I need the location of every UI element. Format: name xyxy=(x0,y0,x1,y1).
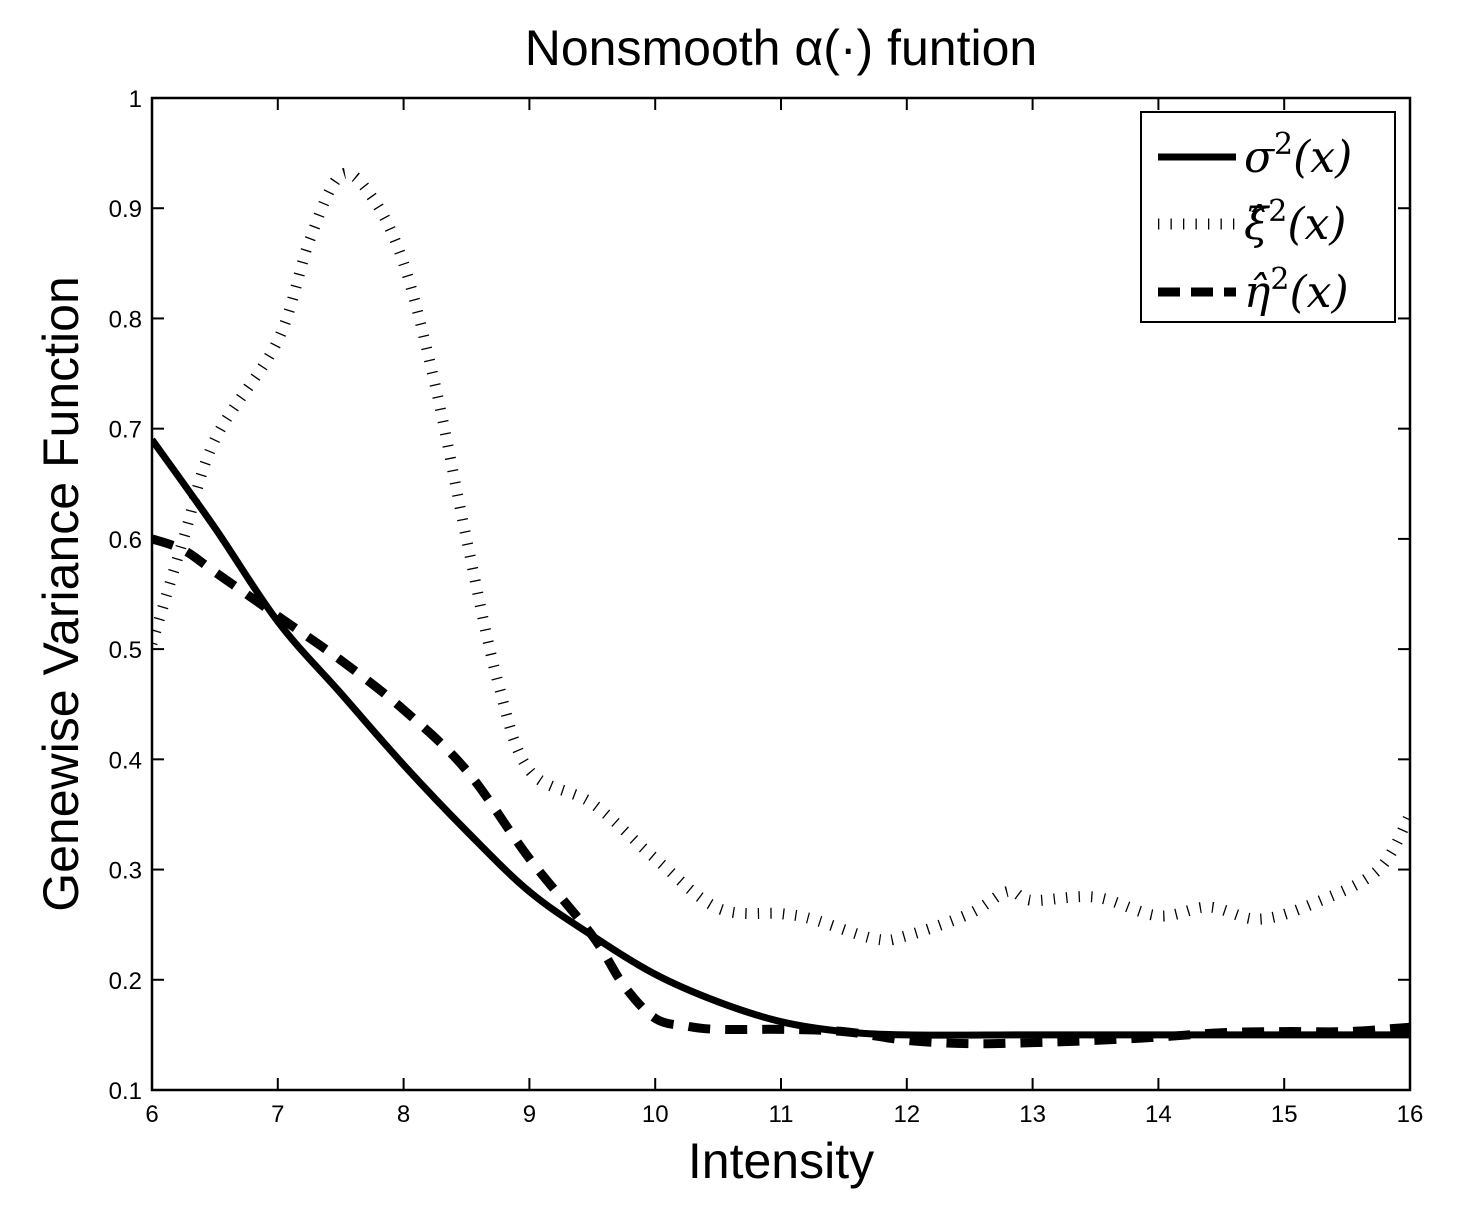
y-tick-label: 0.6 xyxy=(109,527,142,554)
legend-item: ξ̂2(x) xyxy=(1158,194,1346,250)
x-tick-label: 16 xyxy=(1397,1101,1424,1128)
legend-item: η̂2(x) xyxy=(1158,262,1349,318)
y-tick-label: 0.1 xyxy=(109,1078,142,1105)
legend-label: η̂2(x) xyxy=(1244,262,1349,318)
x-axis-label: Intensity xyxy=(688,1133,874,1189)
x-tick-label: 14 xyxy=(1145,1101,1172,1128)
y-tick-label: 0.8 xyxy=(109,306,142,333)
y-tick-label: 0.3 xyxy=(109,858,142,885)
y-tick-label: 1 xyxy=(129,86,142,113)
series-line-eta-hat xyxy=(152,534,1410,1049)
x-tick-label: 6 xyxy=(145,1101,158,1128)
legend-box xyxy=(1140,111,1396,323)
series-line-sigma xyxy=(152,437,1410,1039)
x-tick-label: 10 xyxy=(642,1101,669,1128)
y-tick-label: 0.7 xyxy=(109,417,142,444)
y-axis-label: Genewise Variance Function xyxy=(33,276,89,912)
y-tick-label: 0.2 xyxy=(109,968,142,995)
chart-title: Nonsmooth α(·) funtion xyxy=(525,20,1037,76)
x-tick-label: 11 xyxy=(769,1101,794,1128)
legend-item: σ2(x) xyxy=(1158,127,1352,183)
x-tick-label: 15 xyxy=(1271,1101,1298,1128)
legend-label: ξ̂2(x) xyxy=(1244,194,1346,250)
x-tick-label: 12 xyxy=(893,1101,920,1128)
x-tick-label: 9 xyxy=(523,1101,536,1128)
y-tick-label: 0.4 xyxy=(109,747,142,774)
x-tick-label: 7 xyxy=(271,1101,284,1128)
plot-lines xyxy=(152,167,1410,1049)
y-axis: 0.1 0.2 0.3 0.4 0.5 0.6 0.7 0.8 0.9 1 xyxy=(109,86,1410,1105)
x-axis: 6 7 8 9 10 11 12 13 14 15 16 xyxy=(145,98,1423,1128)
legend-label: σ2(x) xyxy=(1244,127,1352,183)
y-tick-label: 0.9 xyxy=(109,196,142,223)
x-tick-label: 13 xyxy=(1019,1101,1046,1128)
legend: σ2(x) ξ̂2(x) η̂2(x) xyxy=(1140,111,1396,323)
x-tick-label: 8 xyxy=(397,1101,410,1128)
y-tick-label: 0.5 xyxy=(109,637,142,664)
